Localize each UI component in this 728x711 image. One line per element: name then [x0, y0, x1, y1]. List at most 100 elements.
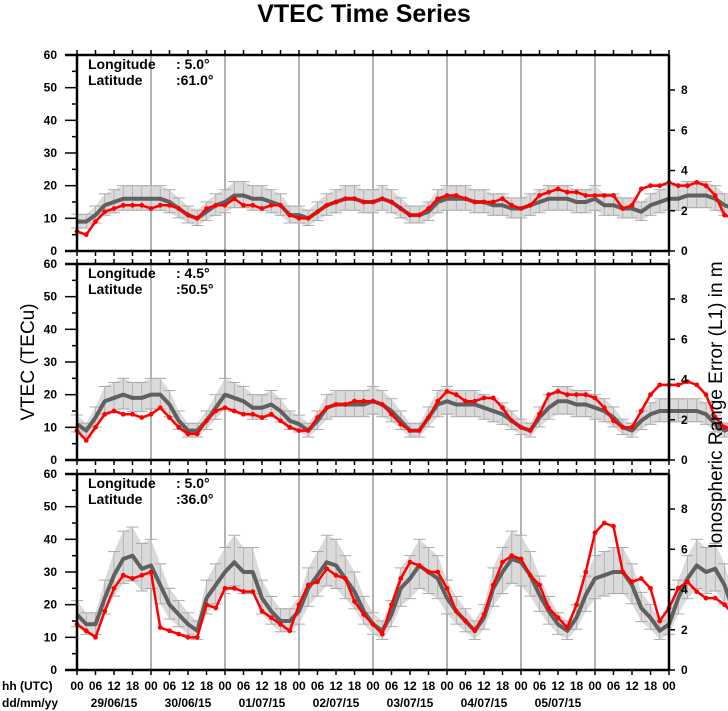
- current-vtec-point: [278, 202, 283, 208]
- current-vtec-point: [500, 196, 505, 202]
- current-vtec-point: [537, 411, 542, 417]
- current-vtec-point: [490, 199, 496, 205]
- x-hour-label: 06: [163, 679, 177, 693]
- current-vtec-point: [407, 212, 413, 218]
- current-vtec-point: [111, 206, 117, 211]
- x-hour-label: 06: [459, 679, 473, 693]
- current-vtec-point: [204, 418, 209, 424]
- current-vtec-point: [241, 589, 246, 594]
- current-vtec-point: [333, 402, 339, 407]
- current-vtec-point: [620, 424, 626, 430]
- current-vtec-point: [509, 202, 515, 208]
- current-vtec-point: [703, 392, 709, 398]
- current-vtec-point: [259, 415, 265, 420]
- current-vtec-point: [167, 415, 172, 420]
- x-date-label: 01/07/15: [239, 696, 286, 710]
- right-y-tick-label: 0: [681, 453, 688, 467]
- current-vtec-point: [564, 392, 570, 398]
- y-tick-label: 50: [44, 81, 58, 95]
- current-vtec-point: [472, 628, 478, 634]
- current-vtec-point: [352, 398, 357, 404]
- current-vtec-point: [601, 520, 607, 526]
- current-vtec-point: [342, 196, 348, 202]
- current-vtec-point: [722, 212, 727, 218]
- current-vtec-point: [287, 424, 293, 430]
- current-vtec-point: [509, 553, 515, 559]
- current-vtec-point: [398, 421, 404, 427]
- current-vtec-point: [185, 212, 191, 218]
- current-vtec-point: [685, 579, 690, 585]
- x-date-label: 05/07/15: [535, 696, 582, 710]
- current-vtec-point: [490, 582, 496, 588]
- current-vtec-point: [259, 206, 265, 211]
- current-vtec-point: [352, 599, 357, 604]
- current-vtec-point: [416, 212, 422, 218]
- current-vtec-point: [426, 569, 431, 575]
- current-vtec-point: [694, 180, 700, 185]
- x-hour-label: 18: [200, 679, 214, 693]
- current-vtec-point: [278, 418, 283, 424]
- current-vtec-point: [222, 585, 228, 591]
- latitude-value: :36.0°: [176, 491, 214, 507]
- current-vtec-point: [444, 585, 450, 591]
- current-vtec-point: [176, 424, 182, 430]
- current-vtec-point: [361, 398, 367, 404]
- current-vtec-point: [167, 202, 172, 208]
- current-vtec-point: [157, 405, 163, 411]
- current-vtec-point: [555, 615, 561, 621]
- x-hour-label: 12: [255, 679, 269, 693]
- current-vtec-point: [268, 411, 274, 417]
- current-vtec-point: [611, 193, 616, 198]
- x-hour-label: 18: [348, 679, 362, 693]
- current-vtec-point: [231, 585, 237, 591]
- y-tick-label: 60: [44, 467, 58, 481]
- current-vtec-point: [722, 424, 727, 430]
- current-vtec-point: [231, 196, 237, 202]
- chart-title: VTEC Time Series: [257, 0, 471, 28]
- right-y-tick-label: 8: [681, 292, 688, 306]
- current-vtec-point: [139, 415, 145, 420]
- current-vtec-point: [527, 572, 533, 578]
- current-vtec-point: [564, 189, 570, 195]
- current-vtec-point: [481, 612, 487, 617]
- current-vtec-line: [76, 380, 728, 442]
- current-vtec-point: [574, 602, 579, 608]
- current-vtec-point: [204, 206, 209, 211]
- current-vtec-point: [592, 193, 598, 198]
- current-vtec-point: [361, 199, 367, 205]
- current-vtec-point: [287, 628, 293, 634]
- y-tick-label: 20: [44, 388, 58, 402]
- right-y-tick-label: 8: [681, 502, 688, 516]
- x-hour-label: 12: [551, 679, 565, 693]
- current-vtec-point: [231, 408, 237, 414]
- current-vtec-point: [638, 186, 644, 192]
- current-vtec-point: [157, 625, 163, 630]
- right-y-tick-label: 4: [681, 373, 688, 387]
- right-y-tick-label: 4: [681, 164, 688, 178]
- current-vtec-point: [315, 579, 320, 585]
- current-vtec-point: [444, 389, 450, 394]
- current-vtec-point: [546, 605, 552, 611]
- longitude-label: Longitude: [88, 56, 156, 72]
- x-date-label: 30/06/15: [165, 696, 212, 710]
- current-vtec-point: [83, 232, 89, 238]
- current-vtec-point: [333, 572, 339, 578]
- current-vtec-point: [296, 215, 302, 221]
- x-hour-label: 00: [514, 679, 528, 693]
- x-date-label: 03/07/15: [387, 696, 434, 710]
- current-vtec-point: [259, 608, 265, 614]
- current-vtec-point: [416, 428, 422, 433]
- x-hour-label: 12: [625, 679, 639, 693]
- latitude-label: Latitude: [88, 72, 143, 88]
- current-vtec-point: [712, 595, 718, 601]
- current-vtec-point: [389, 602, 394, 608]
- current-vtec-point: [93, 424, 98, 430]
- y-tick-label: 50: [44, 500, 58, 514]
- current-vtec-point: [611, 523, 616, 529]
- current-vtec-point: [416, 563, 422, 568]
- current-vtec-point: [675, 183, 681, 189]
- current-vtec-point: [712, 415, 718, 420]
- right-y-tick-label: 0: [681, 244, 688, 258]
- current-vtec-point: [426, 415, 431, 420]
- right-y-tick-label: 2: [681, 204, 688, 218]
